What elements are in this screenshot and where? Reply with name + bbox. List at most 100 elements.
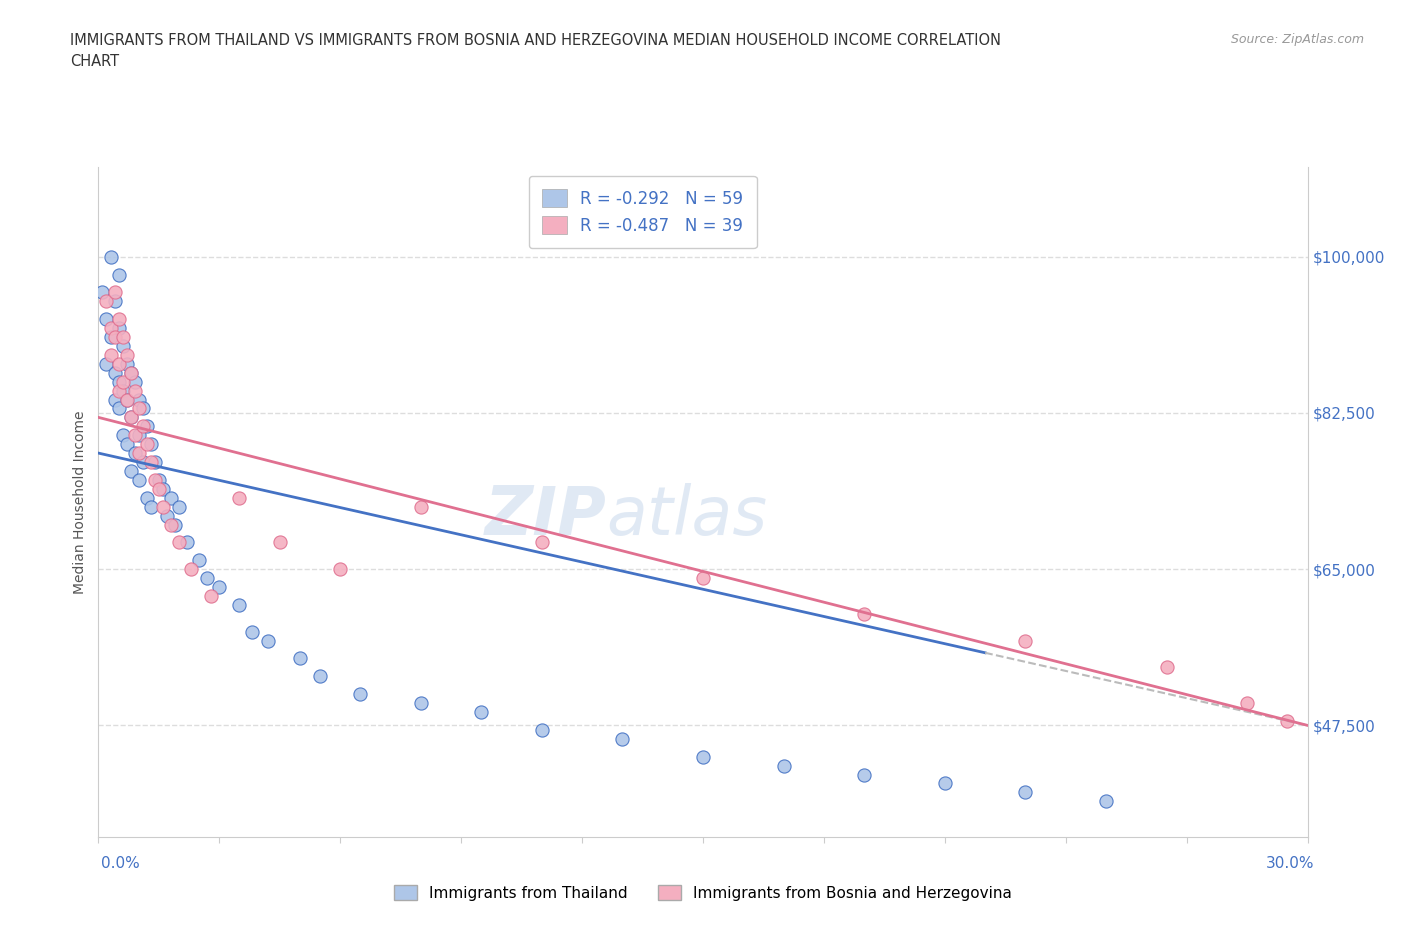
Point [120, 410, 142, 425]
Point [135, 418, 157, 433]
Text: ZIP: ZIP [485, 483, 606, 549]
Point [853, 767, 876, 782]
Point [269, 535, 291, 550]
Point [195, 571, 218, 586]
Point [96, 312, 118, 326]
Point [240, 624, 263, 639]
Point [409, 499, 432, 514]
Point [111, 339, 134, 353]
Point [103, 329, 125, 344]
Legend: R = -0.292   N = 59, R = -0.487   N = 39: R = -0.292 N = 59, R = -0.487 N = 39 [529, 176, 756, 248]
Legend: Immigrants from Thailand, Immigrants from Bosnia and Herzegovina: Immigrants from Thailand, Immigrants fro… [387, 877, 1019, 909]
Point [853, 606, 876, 621]
Point [120, 410, 142, 425]
Point [107, 356, 129, 371]
Point [115, 356, 138, 371]
Point [132, 401, 155, 416]
Point [160, 517, 183, 532]
Point [124, 374, 146, 389]
Point [107, 267, 129, 282]
Point [167, 499, 190, 514]
Point [100, 329, 122, 344]
Point [115, 392, 138, 407]
Point [128, 392, 150, 407]
Point [256, 633, 278, 648]
Point [124, 383, 146, 398]
Point [135, 490, 157, 505]
Point [143, 472, 166, 487]
Point [148, 482, 170, 497]
Point [103, 365, 125, 380]
Text: 30.0%: 30.0% [1267, 856, 1315, 870]
Text: 0.0%: 0.0% [101, 856, 141, 870]
Point [107, 383, 129, 398]
Y-axis label: Median Household Income: Median Household Income [73, 410, 87, 594]
Point [128, 472, 150, 487]
Point [124, 445, 146, 460]
Point [692, 571, 714, 586]
Point [111, 428, 134, 443]
Point [1014, 633, 1036, 648]
Point [152, 499, 174, 514]
Point [160, 490, 183, 505]
Point [128, 445, 150, 460]
Point [349, 686, 371, 701]
Point [111, 329, 134, 344]
Point [135, 437, 157, 452]
Point [200, 589, 222, 604]
Point [91, 285, 114, 299]
Text: Source: ZipAtlas.com: Source: ZipAtlas.com [1230, 33, 1364, 46]
Point [228, 490, 250, 505]
Point [156, 508, 179, 523]
Point [329, 562, 352, 577]
Point [143, 455, 166, 470]
Point [100, 348, 122, 363]
Point [107, 374, 129, 389]
Point [1095, 794, 1118, 809]
Point [107, 321, 129, 336]
Point [128, 401, 150, 416]
Point [188, 552, 211, 567]
Point [132, 455, 155, 470]
Point [120, 365, 142, 380]
Point [772, 758, 794, 773]
Point [176, 535, 198, 550]
Point [167, 535, 190, 550]
Point [103, 285, 125, 299]
Point [530, 535, 553, 550]
Point [409, 696, 432, 711]
Point [128, 428, 150, 443]
Point [111, 374, 134, 389]
Point [148, 472, 170, 487]
Point [107, 312, 129, 326]
Point [1156, 660, 1178, 675]
Point [100, 321, 122, 336]
Point [132, 418, 155, 433]
Point [111, 383, 134, 398]
Point [124, 428, 146, 443]
Point [309, 669, 332, 684]
Point [470, 705, 492, 720]
Point [152, 482, 174, 497]
Point [103, 392, 125, 407]
Point [103, 294, 125, 309]
Point [139, 437, 162, 452]
Point [1236, 696, 1258, 711]
Point [934, 776, 956, 790]
Point [115, 348, 138, 363]
Point [228, 597, 250, 612]
Point [180, 562, 202, 577]
Point [1277, 713, 1299, 728]
Point [107, 401, 129, 416]
Point [1014, 785, 1036, 800]
Point [120, 365, 142, 380]
Text: atlas: atlas [606, 483, 768, 549]
Point [100, 249, 122, 264]
Text: IMMIGRANTS FROM THAILAND VS IMMIGRANTS FROM BOSNIA AND HERZEGOVINA MEDIAN HOUSEH: IMMIGRANTS FROM THAILAND VS IMMIGRANTS F… [70, 33, 1001, 47]
Point [120, 463, 142, 478]
Point [530, 723, 553, 737]
Point [612, 731, 634, 746]
Point [96, 356, 118, 371]
Point [139, 455, 162, 470]
Point [692, 750, 714, 764]
